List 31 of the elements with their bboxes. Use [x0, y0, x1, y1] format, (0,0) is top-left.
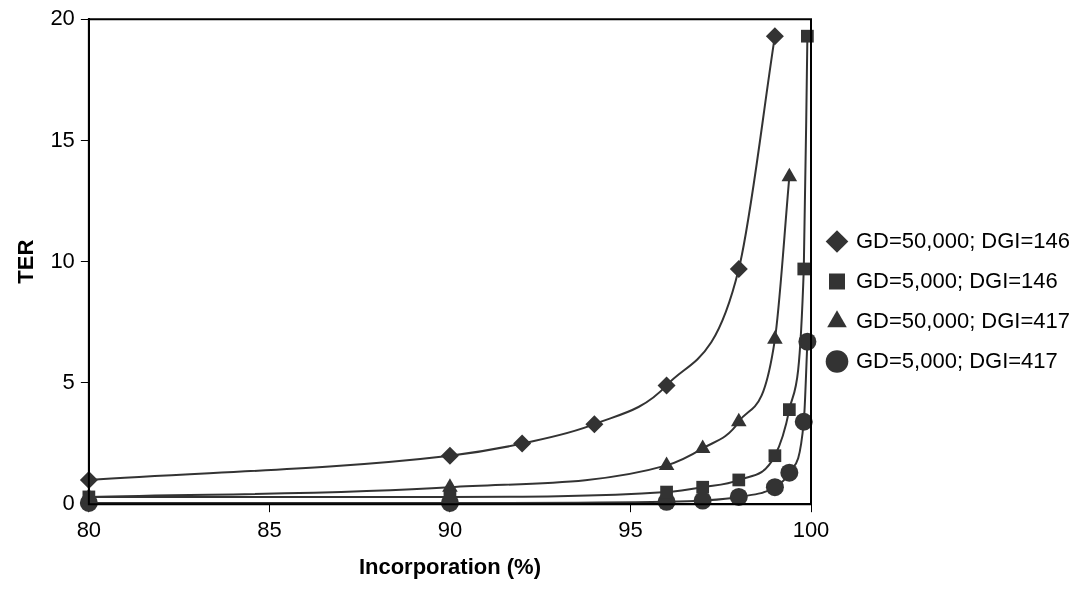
point: [585, 415, 604, 434]
point: [657, 376, 676, 395]
x-tick-label: 100: [792, 517, 830, 543]
x-tick-label: 90: [437, 517, 463, 543]
point: [513, 434, 532, 453]
point: [797, 262, 811, 276]
point: [782, 403, 796, 416]
y-axis-title: TER: [13, 239, 39, 284]
point: [780, 463, 799, 482]
point: [696, 480, 710, 494]
x-tick-label: 85: [257, 517, 282, 543]
x-tick-label: 80: [76, 517, 102, 543]
point: [768, 449, 782, 463]
legend-label: GD=50,000; DGI=417: [856, 307, 1071, 333]
x-axis-title: Incorporation (%): [358, 553, 541, 579]
point: [440, 446, 459, 465]
point: [794, 412, 813, 431]
legend-label: GD=5,000; DGI=146: [856, 267, 1058, 293]
x-tick-label: 95: [618, 517, 643, 543]
legend-label: GD=5,000; DGI=417: [856, 347, 1058, 373]
y-tick-label: 15: [50, 126, 75, 152]
point: [729, 487, 748, 506]
legend-label: GD=50,000; DGI=146: [856, 227, 1071, 253]
y-tick-label: 5: [62, 369, 75, 395]
y-tick-label: 0: [62, 490, 75, 516]
y-tick-label: 10: [50, 247, 75, 273]
point: [765, 27, 784, 46]
point: [729, 259, 748, 278]
point: [732, 473, 746, 487]
point: [765, 478, 784, 497]
y-tick-label: 20: [50, 5, 75, 31]
